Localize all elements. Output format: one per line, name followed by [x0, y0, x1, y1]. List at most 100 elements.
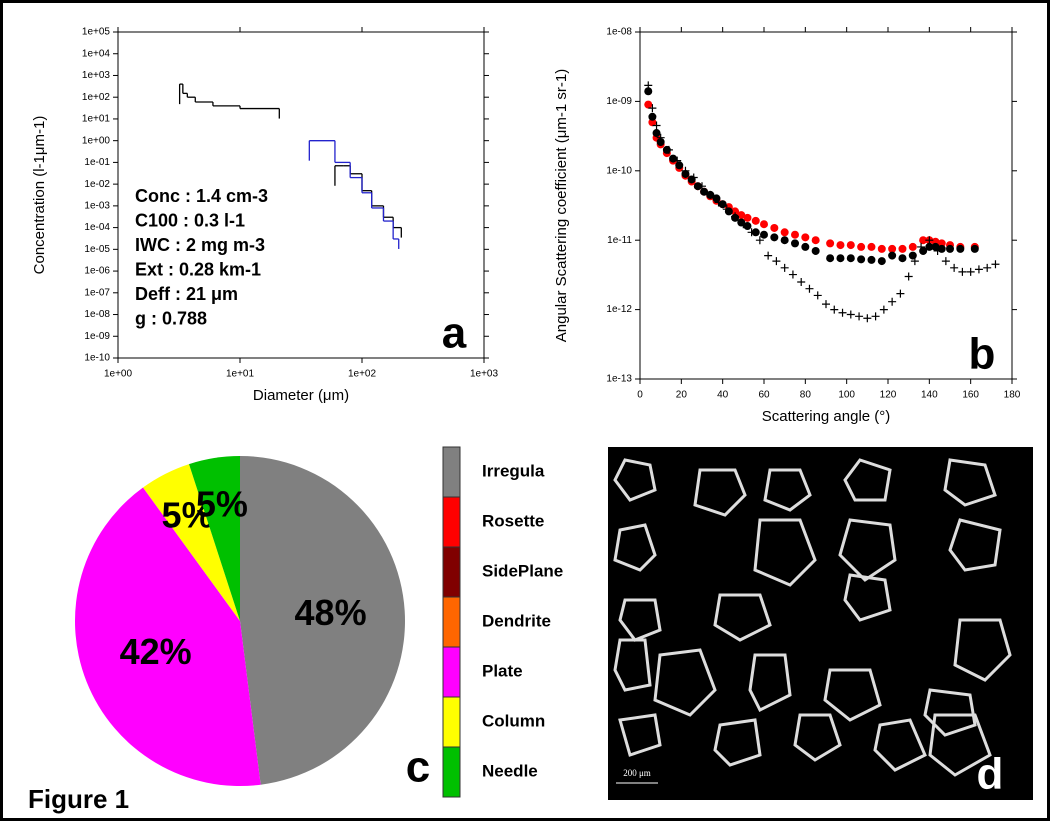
figure-label: Figure 1: [28, 784, 129, 814]
point: [813, 291, 822, 300]
point: [863, 314, 872, 323]
point: [644, 87, 653, 96]
point: [917, 242, 926, 251]
x-tick-label: 1e+01: [226, 369, 255, 380]
point: [760, 230, 768, 239]
point: [991, 260, 1000, 269]
x-tick-label: 1e+00: [104, 369, 133, 380]
point: [772, 257, 781, 266]
y-tick-label: 1e+05: [82, 27, 111, 38]
point: [956, 244, 965, 253]
point: [974, 265, 983, 274]
annotation: Ext : 0.28 km-1: [135, 259, 261, 279]
point: [731, 207, 740, 216]
point: [656, 138, 665, 147]
y-tick-label: 1e-02: [84, 179, 110, 190]
point: [712, 194, 721, 203]
point: [751, 228, 760, 237]
point: [743, 213, 752, 222]
pie-label: 5%: [196, 483, 248, 524]
y-tick-label: 1e-09: [606, 96, 632, 107]
panel-label: d: [977, 750, 1004, 799]
panel-label: c: [406, 743, 430, 792]
point: [857, 255, 866, 264]
point: [706, 190, 715, 199]
annotation: IWC : 2 mg m-3: [135, 235, 265, 255]
point: [838, 308, 847, 317]
point: [908, 242, 917, 251]
panel-label: a: [442, 309, 467, 358]
x-tick-label: 120: [880, 390, 897, 401]
point: [855, 312, 864, 321]
point: [805, 284, 814, 293]
point: [857, 242, 866, 251]
point: [937, 239, 946, 248]
legend-swatch: [442, 646, 461, 698]
point: [797, 277, 806, 286]
point: [879, 305, 888, 314]
point: [871, 312, 880, 321]
y-tick-label: 1e-08: [84, 309, 110, 320]
y-tick-label: 1e-09: [84, 331, 110, 342]
point: [739, 220, 748, 229]
y-tick-label: 1e-10: [84, 353, 110, 364]
point: [826, 239, 835, 248]
point: [718, 200, 727, 209]
point: [644, 81, 653, 90]
pie-label: 42%: [120, 631, 192, 672]
pie-slice: [75, 487, 261, 786]
point: [888, 251, 897, 260]
point: [937, 244, 946, 253]
point: [826, 254, 835, 263]
y-tick-label: 1e+03: [82, 70, 111, 81]
point: [836, 241, 845, 250]
annotation: Deff : 21 μm: [135, 284, 238, 304]
point: [687, 175, 696, 184]
legend-swatch: [442, 496, 461, 548]
point: [669, 154, 678, 163]
x-tick-label: 0: [637, 390, 643, 401]
x-tick-label: 160: [962, 390, 979, 401]
legend-swatch: [442, 696, 461, 748]
point: [910, 257, 919, 266]
point: [919, 236, 928, 245]
point: [941, 257, 950, 266]
y-tick-label: 1e+01: [82, 114, 111, 125]
point: [656, 133, 665, 142]
x-tick-label: 140: [921, 390, 938, 401]
scale-label: 200 μm: [623, 768, 651, 778]
y-tick-label: 1e-06: [84, 266, 110, 277]
y-tick-label: 1e-01: [84, 157, 110, 168]
point: [898, 244, 907, 253]
point: [648, 104, 657, 113]
panel-label: b: [969, 330, 996, 379]
point: [755, 236, 764, 245]
point: [846, 254, 855, 263]
point: [652, 129, 661, 138]
x-tick-label: 100: [838, 390, 855, 401]
pie-slice: [143, 464, 240, 621]
point: [722, 205, 731, 214]
y-tick-label: 1e-03: [84, 201, 110, 212]
y-axis-title: Angular Scattering coefficient (μm-1 sr-…: [553, 69, 570, 342]
point: [822, 300, 830, 309]
point: [846, 310, 855, 319]
y-tick-label: 1e-11: [607, 235, 632, 246]
point: [664, 145, 673, 154]
point: [648, 118, 657, 127]
annotation: C100 : 0.3 l-1: [135, 210, 245, 230]
point: [791, 230, 799, 239]
point: [693, 182, 702, 191]
point: [877, 257, 886, 266]
y-tick-label: 1e+00: [82, 135, 111, 146]
annotation: Conc : 1.4 cm-3: [135, 186, 268, 206]
legend-swatch: [442, 546, 461, 598]
point: [836, 254, 845, 263]
point: [689, 173, 698, 182]
point: [652, 121, 661, 130]
x-axis-title: Diameter (μm): [253, 387, 349, 404]
point: [811, 246, 820, 255]
legend-swatch: [442, 596, 461, 648]
y-tick-label: 1e+04: [82, 48, 111, 59]
x-tick-label: 80: [800, 390, 812, 401]
